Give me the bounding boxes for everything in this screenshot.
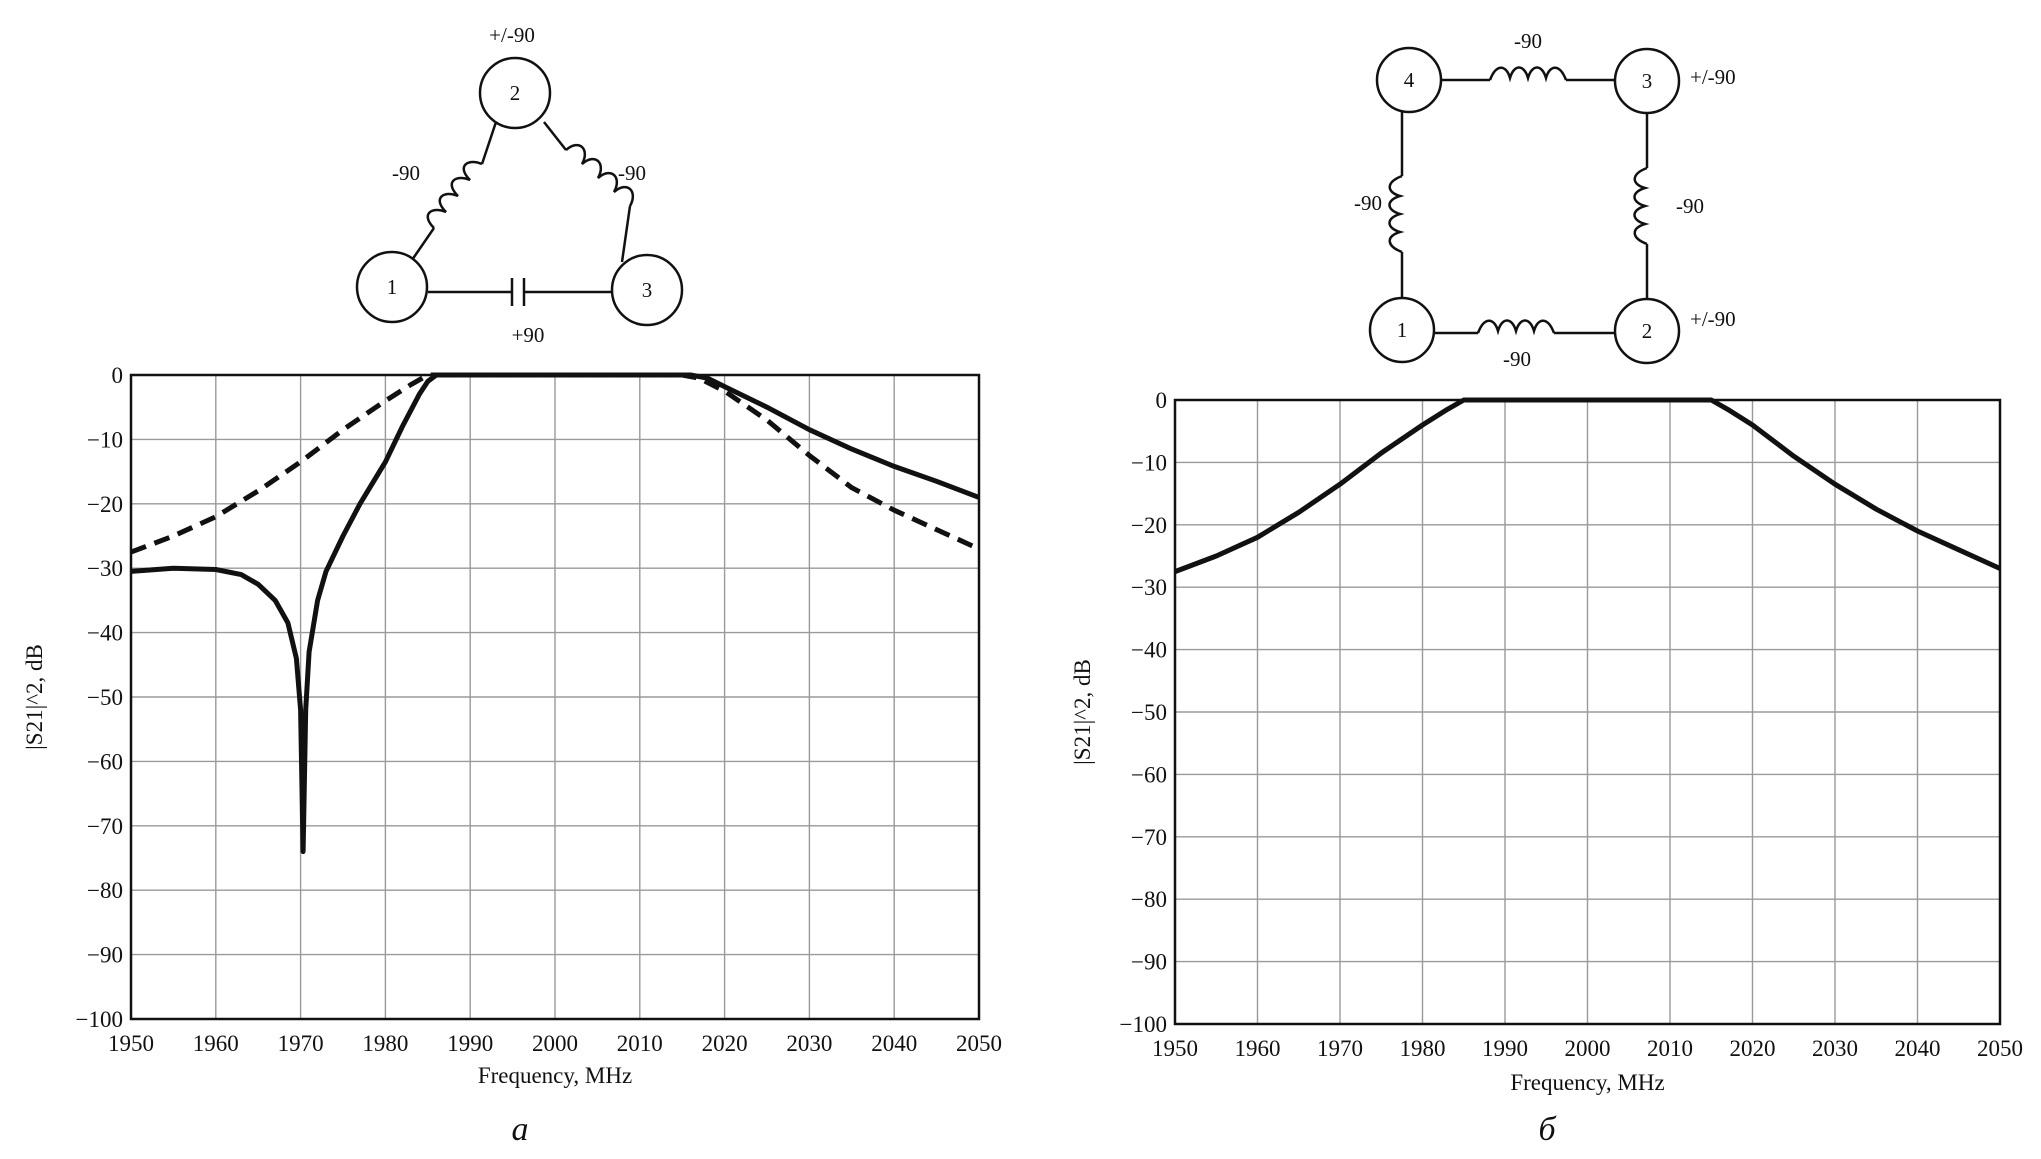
x-tick-label: 1990: [1482, 1036, 1528, 1061]
y-tick-label: −40: [87, 621, 123, 646]
node-circle: [355, 250, 429, 324]
x-tick-label: 1960: [193, 1031, 239, 1056]
x-tick-label: 2020: [1730, 1036, 1776, 1061]
node-label: 3: [1642, 69, 1653, 93]
x-tick-label: 2040: [871, 1031, 917, 1056]
node-label: 1: [1397, 318, 1408, 342]
y-axis-title: |S21|^2, dB: [22, 644, 47, 750]
x-tick-label: 2000: [532, 1031, 578, 1056]
y-tick-label: −60: [87, 749, 123, 774]
node-circle: [1375, 46, 1443, 114]
x-tick-label: 2010: [617, 1031, 663, 1056]
x-tick-label: 1980: [362, 1031, 408, 1056]
x-tick-label: 1970: [1317, 1036, 1363, 1061]
node-circle: [1613, 297, 1681, 365]
y-tick-label: −80: [87, 878, 123, 903]
y-tick-label: −10: [87, 427, 123, 452]
node-phase-label: +/-90: [489, 23, 535, 47]
series-solid-line: [130, 372, 980, 855]
node-phase-label: +/-90: [1690, 65, 1736, 89]
x-tick-label: 2030: [786, 1031, 832, 1056]
y-tick-label: −80: [1131, 887, 1167, 912]
series-dashed-line: [130, 372, 981, 555]
x-tick-label: 1990: [447, 1031, 493, 1056]
y-tick-label: −50: [87, 685, 123, 710]
schematic-triangle: [355, 56, 684, 327]
panel-letter-a: а: [512, 1111, 529, 1148]
x-tick-label: 1950: [108, 1031, 154, 1056]
node-circle: [1613, 47, 1681, 115]
x-tick-label: 2030: [1812, 1036, 1858, 1061]
node-label: 1: [387, 275, 398, 299]
coupling-label: -90: [618, 161, 646, 185]
y-tick-label: −20: [1131, 513, 1167, 538]
x-tick-label: 2010: [1647, 1036, 1693, 1061]
coupling-label: -90: [1514, 29, 1542, 53]
x-tick-label: 2050: [1977, 1036, 2023, 1061]
bottom-inductor-symbol: [1476, 319, 1556, 336]
x-tick-label: 1980: [1400, 1036, 1446, 1061]
y-tick-label: −100: [1120, 1012, 1167, 1037]
coupling-label: -90: [1676, 194, 1704, 218]
series-solid-line: [1174, 397, 2002, 574]
wire: [620, 205, 632, 263]
node-phase-label: +/-90: [1690, 307, 1736, 331]
coupling-label: +90: [512, 323, 545, 347]
y-tick-label: 0: [112, 363, 124, 388]
wire: [543, 121, 567, 151]
coupling-label: -90: [1354, 191, 1382, 215]
node-circle: [610, 253, 684, 327]
schematic-triangle-labels: 1 2 3 +/-90 -90 -90 +90: [387, 23, 653, 347]
right-inductor-symbol: [1633, 166, 1650, 246]
x-tick-label: 1950: [1152, 1036, 1198, 1061]
y-tick-label: −40: [1131, 638, 1167, 663]
y-tick-label: −90: [87, 943, 123, 968]
node-label: 2: [510, 81, 521, 105]
grid: [130, 374, 980, 1020]
panel-letter-b: б: [1538, 1111, 1557, 1148]
node-circle: [478, 56, 552, 130]
top-inductor-symbol: [1488, 66, 1568, 83]
y-tick-label: −30: [87, 556, 123, 581]
x-axis-title: Frequency, MHz: [478, 1063, 632, 1088]
schematic-square: [1368, 46, 1681, 365]
coupling-label: -90: [392, 161, 420, 185]
chart-right: 1950 1960 1970 1980 1990 2000 2010 2020 2030 2040…: [1070, 388, 2023, 1095]
y-tick-label: −10: [1131, 450, 1167, 475]
y-tick-label: 0: [1156, 388, 1168, 413]
x-tick-label: 2020: [702, 1031, 748, 1056]
x-axis-title: Frequency, MHz: [1510, 1070, 1664, 1095]
wire: [410, 227, 436, 261]
left-inductor-symbol: [1388, 174, 1405, 254]
y-tick-label: −100: [76, 1007, 123, 1032]
y-tick-label: −70: [1131, 825, 1167, 850]
node-label: 2: [1642, 319, 1653, 343]
node-label: 4: [1404, 68, 1415, 92]
y-tick-label: −90: [1131, 950, 1167, 975]
y-tick-label: −30: [1131, 575, 1167, 600]
coupling-label: -90: [1503, 347, 1531, 371]
x-tick-label: 1960: [1235, 1036, 1281, 1061]
node-circle: [1368, 296, 1436, 364]
y-tick-label: −70: [87, 814, 123, 839]
chart-left: 1950 1960 1970 1980 1990 2000 2010 2020 2030 2040…: [22, 363, 1002, 1088]
left-inductor-symbol: [426, 160, 483, 229]
wire: [480, 121, 498, 165]
node-label: 3: [642, 278, 653, 302]
y-tick-label: −50: [1131, 700, 1167, 725]
y-tick-label: −60: [1131, 762, 1167, 787]
y-tick-label: −20: [87, 492, 123, 517]
grid: [1174, 399, 2001, 1025]
schematic-square-labels: 1 2 3 4 -90 -90 -90 -90 +/-90 +/-90: [1354, 29, 1736, 371]
x-tick-label: 2000: [1565, 1036, 1611, 1061]
x-tick-label: 1970: [278, 1031, 324, 1056]
right-inductor-symbol: [565, 143, 635, 207]
x-tick-label: 2050: [956, 1031, 1002, 1056]
x-tick-label: 2040: [1895, 1036, 1941, 1061]
y-axis-title: |S21|^2, dB: [1070, 659, 1095, 765]
